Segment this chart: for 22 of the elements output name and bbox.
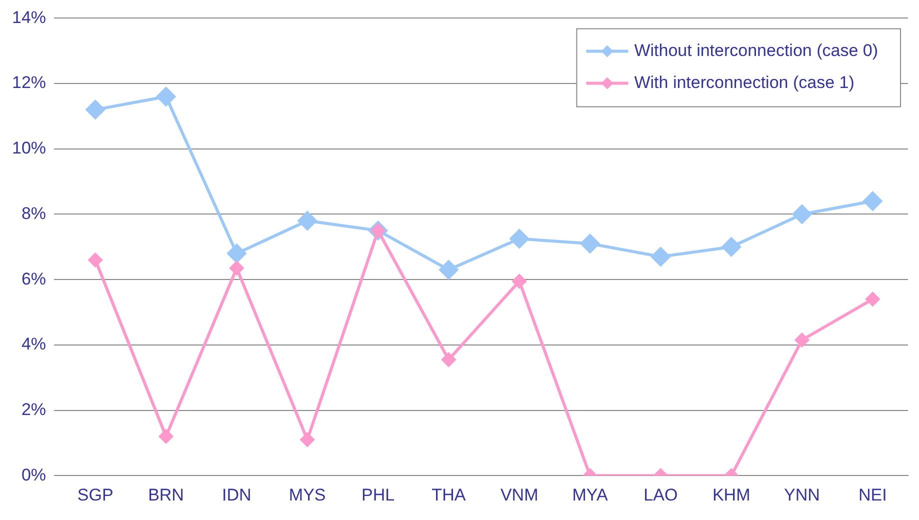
- legend-label: With interconnection (case 1): [634, 72, 854, 92]
- x-tick-label: VNM: [500, 485, 538, 504]
- legend-label: Without interconnection (case 0): [634, 40, 878, 60]
- y-tick-label: 2%: [21, 400, 46, 419]
- x-tick-label: MYA: [572, 485, 608, 504]
- x-tick-label: THA: [432, 485, 466, 504]
- y-tick-label: 6%: [21, 269, 46, 288]
- y-tick-label: 10%: [12, 138, 46, 158]
- x-tick-label: MYS: [288, 485, 326, 504]
- y-tick-label: 14%: [12, 8, 46, 27]
- y-tick-label: 0%: [21, 465, 46, 484]
- x-tick-label: LAO: [644, 485, 678, 504]
- x-tick-label: YNN: [784, 485, 820, 504]
- y-tick-label: 12%: [12, 73, 46, 92]
- x-tick-label: KHM: [712, 485, 750, 504]
- y-tick-label: 8%: [21, 204, 46, 223]
- x-tick-label: NEI: [858, 485, 887, 504]
- x-tick-label: PHL: [361, 485, 395, 504]
- x-tick-label: SGP: [77, 485, 114, 504]
- x-tick-label: IDN: [222, 485, 252, 504]
- x-tick-label: BRN: [148, 485, 184, 504]
- y-tick-label: 4%: [21, 334, 46, 354]
